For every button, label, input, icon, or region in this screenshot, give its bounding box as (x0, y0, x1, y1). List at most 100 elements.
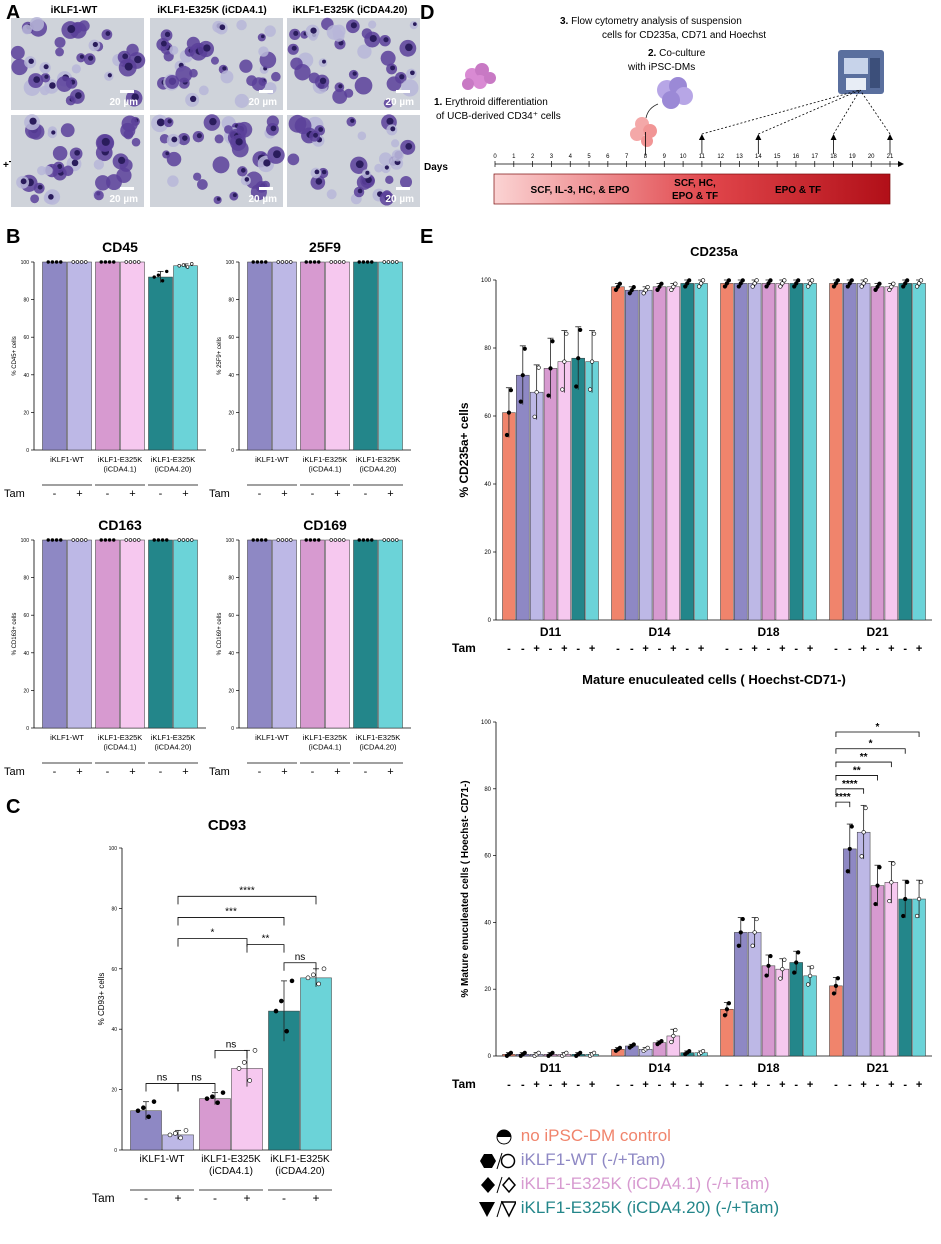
tam-sign: - (848, 1079, 852, 1091)
tam-sign: + (561, 643, 567, 655)
data-point (722, 284, 728, 289)
data-point (780, 967, 785, 972)
y-tick-label: 40 (23, 373, 29, 379)
timeline-day-label: 8 (644, 154, 648, 160)
chart-cd45: CD45 0 20 40 60 80 100 % CD45+ cells iKLF1-WT iKL… (4, 240, 206, 500)
data-point (726, 278, 732, 283)
group-sublabel: (iCDA4.1) (104, 743, 137, 752)
bar (856, 831, 871, 1057)
y-axis-label: % CD45+ cells (12, 336, 18, 376)
y-tick-label: 0 (26, 726, 29, 732)
cell (131, 137, 141, 147)
scale-bar (396, 90, 410, 93)
timeline-day-label: 3 (550, 154, 554, 160)
cell (236, 121, 253, 138)
data-point (395, 260, 399, 264)
y-tick-label: 60 (484, 854, 491, 860)
svg-text:2. Co-culture: 2. Co-culture (648, 48, 706, 59)
cell-nucleus (318, 127, 324, 132)
data-point (845, 284, 850, 289)
cell-nucleus (160, 40, 167, 47)
cell-nucleus (338, 84, 343, 89)
chart-25f9: 25F9 0 20 40 60 80 100 % 25F9+ cells iKLF1-WT iKL… (209, 240, 411, 500)
cell (39, 85, 50, 96)
data-point (861, 830, 866, 835)
data-point (289, 978, 295, 984)
group-sublabel: (iCDA4.20) (275, 1166, 324, 1177)
data-point (342, 538, 346, 542)
data-point (99, 260, 103, 264)
timeline-day-label: 17 (811, 154, 818, 160)
data-point (613, 287, 619, 292)
y-tick-label: 100 (21, 538, 30, 544)
cell (210, 56, 219, 65)
data-point (564, 331, 569, 336)
y-tick-label: 20 (23, 688, 29, 694)
cell (189, 68, 198, 78)
y-axis-label: % CD93+ cells (97, 973, 106, 1026)
cell (326, 24, 342, 40)
y-tick-label: 100 (481, 278, 492, 284)
cell (214, 134, 224, 144)
data-point (738, 281, 743, 286)
data-point (215, 1100, 220, 1105)
data-point (333, 538, 338, 542)
cell-nucleus (51, 130, 56, 135)
micro-col-label-3: iKLF1-E325K (iCDA4.20) (292, 5, 407, 16)
analysis-link (701, 89, 861, 135)
data-point (914, 913, 920, 919)
data-point (887, 898, 892, 904)
tam-label: Tam (209, 766, 230, 778)
data-point (280, 538, 285, 542)
ipsc-dm-icon (645, 77, 693, 119)
cell (326, 189, 337, 200)
y-tick-label: 40 (228, 373, 234, 379)
data-point (173, 1131, 178, 1136)
data-point (918, 879, 924, 885)
data-point (333, 260, 338, 264)
chart-title: Mature enuculeated cells ( Hoechst-CD71-… (582, 672, 846, 687)
cell-nucleus (105, 31, 111, 36)
cell-nucleus (190, 95, 197, 103)
bar (543, 368, 558, 621)
cell-nucleus (216, 197, 221, 201)
data-point (365, 260, 370, 264)
cell (93, 159, 105, 170)
data-point (887, 287, 892, 292)
chart-cd163: CD163 0 20 40 60 80 100 % CD163+ cells iKLF1-WT i… (4, 518, 206, 778)
tam-sign: + (561, 1079, 567, 1091)
tam-sign: - (364, 488, 368, 500)
bar (912, 898, 926, 1057)
bar (272, 261, 297, 451)
y-tick-label: 40 (111, 1027, 117, 1033)
tam-label: Tam (4, 488, 25, 500)
cell-nucleus (37, 184, 43, 190)
y-tick-label: 20 (484, 987, 491, 993)
timeline-day-label: 16 (793, 154, 800, 160)
data-point (79, 538, 84, 542)
bar (652, 286, 667, 621)
data-point (659, 1039, 664, 1044)
tam-sign: - (725, 643, 729, 655)
tam-label: Tam (452, 641, 476, 655)
timeline-day-label: 19 (849, 154, 856, 160)
y-tick-label: 20 (111, 1088, 117, 1094)
cell (93, 190, 104, 201)
tam-sign: + (243, 1191, 250, 1205)
day-label: D21 (866, 625, 888, 639)
bar (870, 885, 885, 1057)
cell (287, 153, 300, 166)
y-tick-label: 20 (228, 688, 234, 694)
cell (332, 89, 348, 104)
data-point (589, 359, 595, 364)
cell-nucleus (410, 70, 415, 76)
cell-nucleus (369, 34, 377, 43)
data-point (617, 281, 623, 286)
panel-label-b: B (6, 226, 21, 248)
media-phase-2a: SCF, HC, (674, 178, 716, 189)
group-sublabel: (iCDA4.1) (209, 1166, 253, 1177)
data-point (807, 281, 813, 286)
cell-nucleus (338, 40, 344, 46)
data-point (754, 278, 759, 283)
data-point (160, 279, 165, 283)
